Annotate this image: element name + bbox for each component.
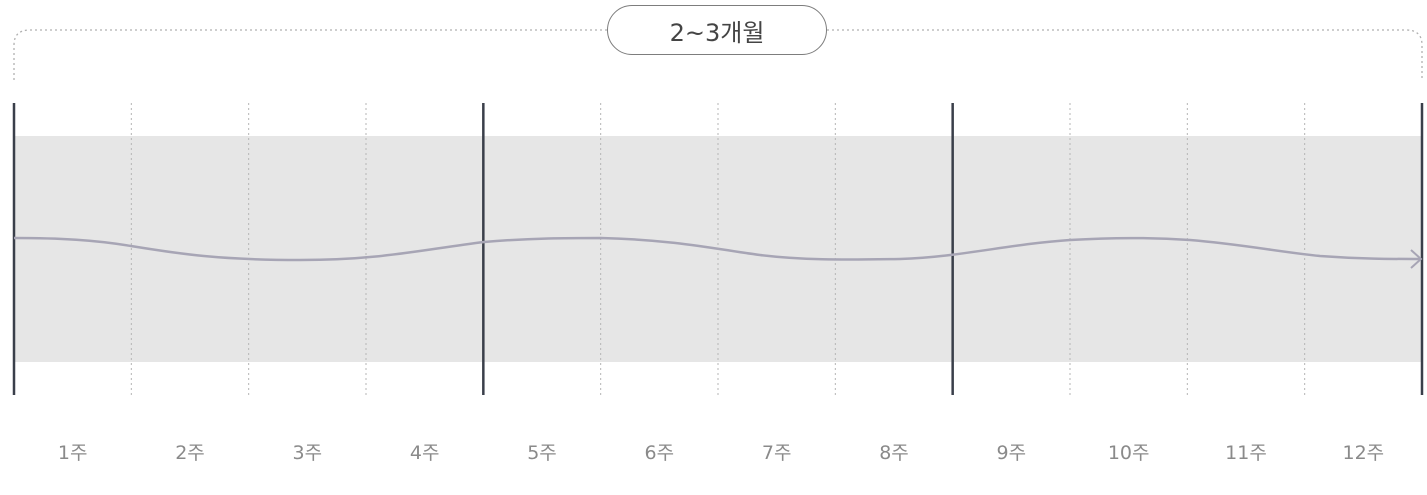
week-label: 8주 [879,442,909,464]
week-label: 7주 [761,442,792,464]
week-label: 3주 [292,442,323,464]
week-label: 1주 [57,442,88,464]
period-bracket [13,29,1423,80]
flow-wave-line [13,236,1421,262]
week-label: 6주 [644,442,675,464]
week-label: 10주 [1107,442,1150,464]
week-label: 12주 [1342,442,1385,464]
week-label: 9주 [996,442,1027,464]
week-label: 2주 [175,442,205,464]
week-label: 5주 [527,442,557,464]
month-dividers [12,103,1424,395]
week-label: 4주 [409,442,440,464]
period-label-pill: 2~3개월 [607,5,827,55]
arrowhead-icon [1410,249,1423,269]
period-label: 2~3개월 [669,18,765,47]
week-label: 11주 [1225,442,1267,464]
